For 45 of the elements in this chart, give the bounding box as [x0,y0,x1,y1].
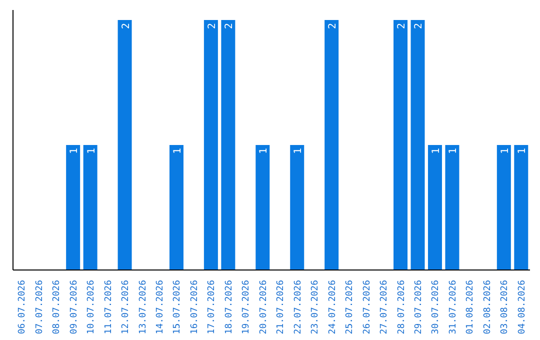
x-tick-label: 02.08.2026 [482,280,493,334]
x-tick-label: 31.07.2026 [448,280,458,334]
data-label: 2 [120,23,132,30]
x-tick-label: 14.07.2026 [155,280,166,334]
x-tick-label: 03.08.2026 [500,280,510,334]
x-tick-label: 24.07.2026 [328,280,338,334]
x-tick-label: 06.07.2026 [18,280,28,334]
data-label: 1 [86,148,98,154]
data-label: 1 [172,148,184,154]
x-tick-label: 09.07.2026 [69,280,80,334]
x-tick-label: 11.07.2026 [104,280,114,334]
data-label: 2 [414,23,425,30]
data-label: 1 [517,148,528,154]
x-tick-label: 23.07.2026 [310,280,321,334]
x-tick-label: 25.07.2026 [345,280,356,334]
data-label: 2 [328,23,339,30]
x-tick-label: 16.07.2026 [190,280,200,334]
x-tick-label: 01.08.2026 [466,280,476,334]
x-tick-label: 13.07.2026 [138,280,148,334]
x-tick-label: 07.07.2026 [34,280,45,334]
x-tick-label: 20.07.2026 [258,280,269,334]
data-label: 1 [448,148,460,154]
x-tick-label: 04.08.2026 [517,280,528,334]
data-label: 1 [430,148,442,154]
data-label: 2 [206,23,218,30]
x-tick-label: 19.07.2026 [242,280,252,334]
data-label: 1 [500,148,511,154]
data-label: 1 [258,148,270,154]
data-label: 1 [293,148,304,154]
x-tick-label: 28.07.2026 [396,280,407,334]
x-tick-label: 22.07.2026 [293,280,304,334]
data-label: 2 [224,23,236,30]
x-tick-label: 15.07.2026 [172,280,183,334]
x-tick-label: 29.07.2026 [414,280,424,334]
data-label: 1 [69,148,80,154]
x-tick-label: 18.07.2026 [224,280,234,334]
x-tick-label: 10.07.2026 [86,280,97,334]
data-label: 2 [396,23,408,30]
x-tick-label: 12.07.2026 [121,280,132,334]
x-tick-label: 30.07.2026 [431,280,442,334]
x-tick-label: 17.07.2026 [207,280,218,334]
x-tick-label: 21.07.2026 [276,280,286,334]
x-tick-label: 27.07.2026 [380,280,390,334]
x-tick-label: 26.07.2026 [362,280,372,334]
x-tick-label: 08.07.2026 [52,280,62,334]
